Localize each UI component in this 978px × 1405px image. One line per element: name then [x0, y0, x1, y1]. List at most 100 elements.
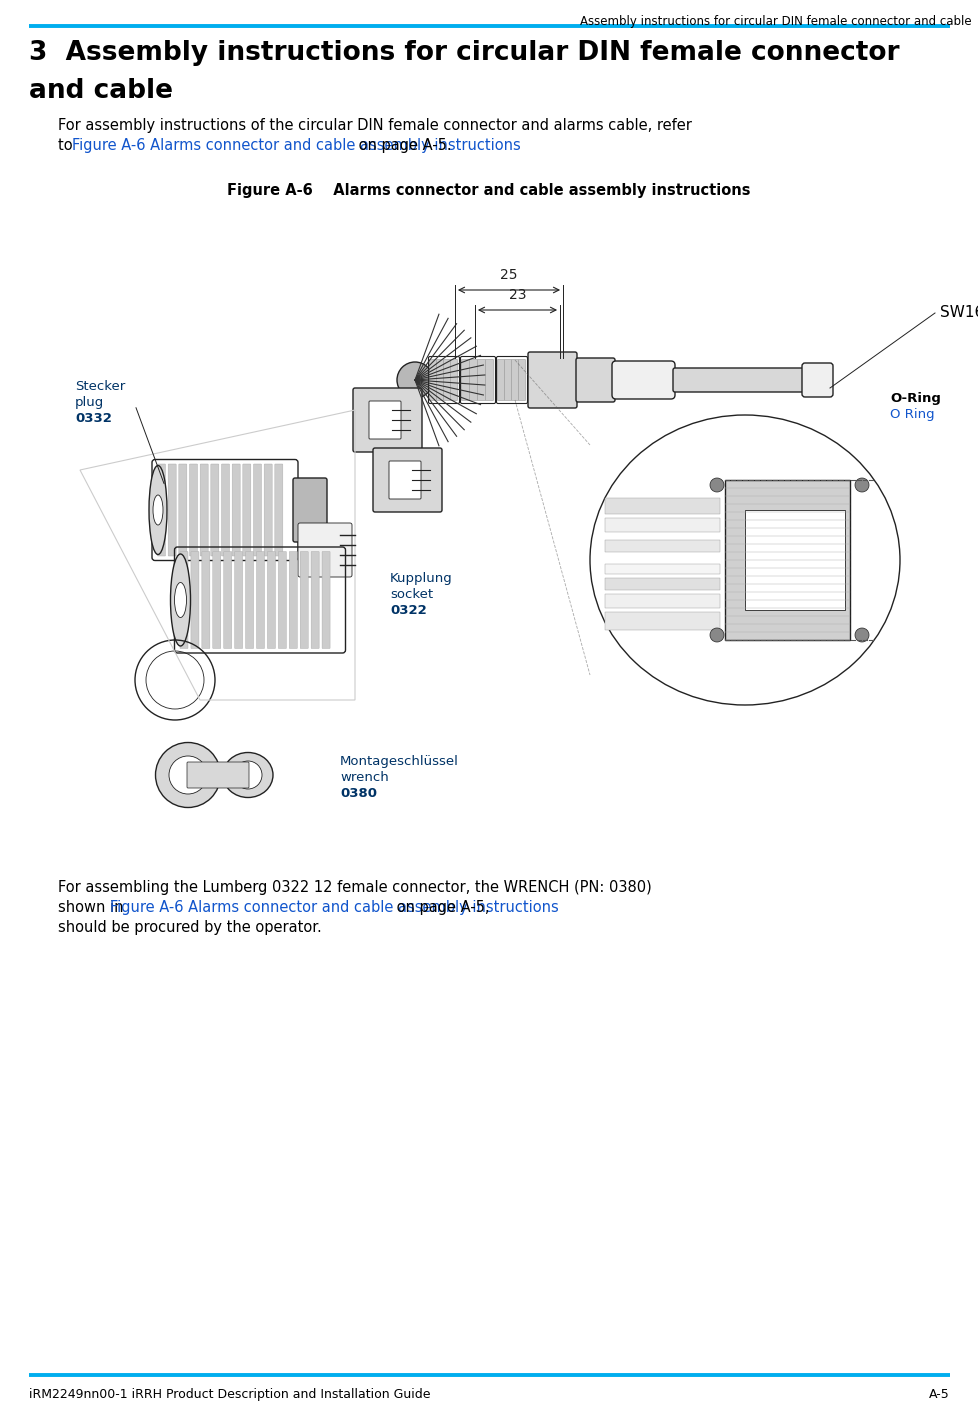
FancyBboxPatch shape — [801, 362, 832, 398]
Text: For assembling the Lumberg 0322 12 female connector, the WRENCH (PN: 0380): For assembling the Lumberg 0322 12 femal… — [58, 880, 651, 895]
FancyBboxPatch shape — [264, 464, 272, 556]
Ellipse shape — [234, 762, 262, 790]
Text: O-Ring: O-Ring — [889, 392, 940, 405]
Text: 0380: 0380 — [339, 787, 377, 799]
FancyBboxPatch shape — [191, 552, 199, 649]
Ellipse shape — [170, 554, 191, 646]
FancyBboxPatch shape — [224, 552, 232, 649]
FancyBboxPatch shape — [243, 464, 250, 556]
FancyBboxPatch shape — [604, 594, 719, 608]
Text: on page A-5,: on page A-5, — [391, 901, 489, 915]
Text: SW16: SW16 — [939, 305, 978, 320]
Text: should be procured by the operator.: should be procured by the operator. — [58, 920, 322, 934]
Text: iRM2249nn00-1 iRRH Product Description and Installation Guide: iRM2249nn00-1 iRRH Product Description a… — [29, 1388, 430, 1401]
Circle shape — [397, 362, 432, 398]
Text: 25: 25 — [500, 268, 517, 282]
FancyBboxPatch shape — [253, 464, 261, 556]
FancyBboxPatch shape — [511, 360, 518, 400]
FancyBboxPatch shape — [527, 353, 576, 407]
Text: plug: plug — [75, 396, 104, 409]
Text: 0322: 0322 — [389, 604, 426, 617]
FancyBboxPatch shape — [200, 464, 208, 556]
FancyBboxPatch shape — [373, 448, 441, 511]
Circle shape — [854, 628, 868, 642]
Text: Assembly instructions for circular DIN female connector and cable: Assembly instructions for circular DIN f… — [580, 15, 971, 28]
FancyBboxPatch shape — [297, 523, 352, 577]
FancyBboxPatch shape — [604, 540, 719, 552]
Text: For assembly instructions of the circular DIN female connector and alarms cable,: For assembly instructions of the circula… — [58, 118, 691, 133]
FancyBboxPatch shape — [180, 552, 188, 649]
Text: 3  Assembly instructions for circular DIN female connector: 3 Assembly instructions for circular DIN… — [29, 39, 899, 66]
FancyBboxPatch shape — [190, 464, 198, 556]
FancyBboxPatch shape — [504, 360, 511, 400]
FancyBboxPatch shape — [275, 464, 283, 556]
FancyBboxPatch shape — [168, 464, 176, 556]
Text: wrench: wrench — [339, 771, 388, 784]
FancyBboxPatch shape — [461, 360, 469, 400]
Text: Kupplung: Kupplung — [389, 572, 452, 584]
FancyBboxPatch shape — [289, 552, 297, 649]
FancyBboxPatch shape — [450, 360, 457, 400]
FancyBboxPatch shape — [604, 613, 719, 629]
FancyBboxPatch shape — [604, 577, 719, 590]
FancyBboxPatch shape — [744, 510, 844, 610]
FancyBboxPatch shape — [611, 361, 674, 399]
FancyBboxPatch shape — [497, 360, 504, 400]
Text: A-5: A-5 — [928, 1388, 949, 1401]
Circle shape — [709, 478, 724, 492]
FancyBboxPatch shape — [477, 360, 485, 400]
FancyBboxPatch shape — [245, 552, 253, 649]
FancyBboxPatch shape — [232, 464, 240, 556]
FancyBboxPatch shape — [443, 360, 450, 400]
FancyBboxPatch shape — [256, 552, 264, 649]
Text: shown in: shown in — [58, 901, 128, 915]
FancyBboxPatch shape — [672, 368, 806, 392]
FancyBboxPatch shape — [267, 552, 275, 649]
Ellipse shape — [223, 753, 273, 798]
FancyBboxPatch shape — [235, 552, 243, 649]
FancyBboxPatch shape — [201, 552, 209, 649]
Ellipse shape — [156, 742, 220, 808]
Ellipse shape — [590, 414, 899, 705]
Text: Montageschlüssel: Montageschlüssel — [339, 754, 459, 769]
Circle shape — [709, 628, 724, 642]
FancyBboxPatch shape — [210, 464, 219, 556]
Ellipse shape — [169, 756, 206, 794]
FancyBboxPatch shape — [575, 358, 614, 402]
FancyBboxPatch shape — [436, 360, 443, 400]
Text: on page A-5.: on page A-5. — [354, 138, 451, 153]
FancyBboxPatch shape — [278, 552, 286, 649]
Text: 23: 23 — [509, 288, 526, 302]
FancyBboxPatch shape — [604, 518, 719, 532]
FancyBboxPatch shape — [300, 552, 308, 649]
Text: Figure A-6 Alarms connector and cable assembly instructions: Figure A-6 Alarms connector and cable as… — [72, 138, 520, 153]
FancyBboxPatch shape — [353, 388, 422, 452]
FancyBboxPatch shape — [388, 461, 421, 499]
FancyBboxPatch shape — [187, 762, 248, 788]
FancyBboxPatch shape — [292, 478, 327, 542]
Ellipse shape — [153, 495, 162, 525]
Circle shape — [854, 478, 868, 492]
FancyBboxPatch shape — [179, 464, 187, 556]
FancyBboxPatch shape — [311, 552, 319, 649]
FancyBboxPatch shape — [369, 400, 401, 438]
Text: socket: socket — [389, 589, 432, 601]
FancyBboxPatch shape — [157, 464, 165, 556]
FancyBboxPatch shape — [212, 552, 221, 649]
FancyBboxPatch shape — [518, 360, 525, 400]
Ellipse shape — [149, 465, 167, 555]
FancyBboxPatch shape — [604, 563, 719, 575]
Ellipse shape — [174, 583, 187, 618]
FancyBboxPatch shape — [725, 481, 849, 641]
Text: and cable: and cable — [29, 79, 173, 104]
FancyBboxPatch shape — [485, 360, 493, 400]
Text: O Ring: O Ring — [889, 407, 934, 422]
FancyBboxPatch shape — [221, 464, 229, 556]
Text: Figure A-6    Alarms connector and cable assembly instructions: Figure A-6 Alarms connector and cable as… — [227, 183, 750, 198]
Text: 0332: 0332 — [75, 412, 111, 424]
Text: to: to — [58, 138, 77, 153]
FancyBboxPatch shape — [469, 360, 477, 400]
FancyBboxPatch shape — [429, 360, 436, 400]
Text: Stecker: Stecker — [75, 379, 125, 393]
FancyBboxPatch shape — [322, 552, 330, 649]
